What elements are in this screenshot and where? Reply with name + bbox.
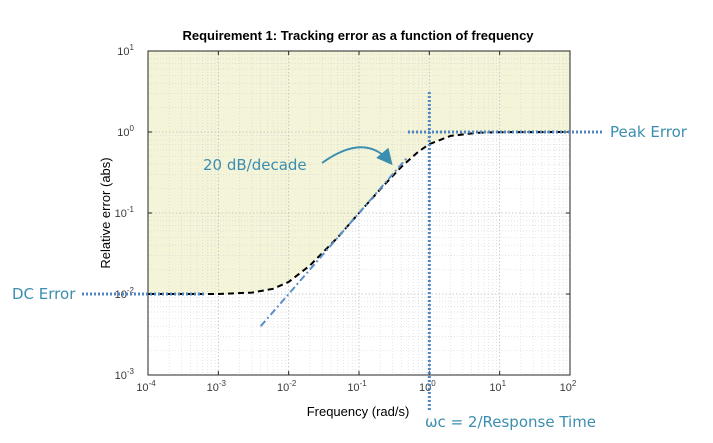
chart-title: Requirement 1: Tracking error as a funct…: [182, 28, 534, 43]
y-tick-label: 101: [117, 43, 134, 58]
y-tick-label: 10-1: [115, 205, 135, 220]
crossover-label: ωc = 2/Response Time: [425, 413, 596, 431]
x-tick-label: 10-2: [277, 379, 297, 394]
dc-error-label: DC Error: [12, 285, 76, 303]
error-curve: [148, 131, 570, 295]
x-tick-label: 101: [489, 379, 506, 394]
y-axis-label: Relative error (abs): [98, 157, 113, 268]
y-tick-label: 10-2: [115, 286, 135, 301]
x-tick-label: 10-1: [347, 379, 367, 394]
y-tick-label: 10-3: [115, 367, 135, 382]
peak-error-label: Peak Error: [610, 123, 688, 141]
y-tick-label: 100: [117, 124, 134, 139]
slope-label: 20 dB/decade: [203, 156, 307, 174]
x-tick-label: 102: [560, 379, 577, 394]
x-tick-label: 10-3: [207, 379, 227, 394]
shaded-region: [148, 51, 570, 294]
x-tick-label: 100: [419, 379, 436, 394]
x-axis-label: Frequency (rad/s): [307, 404, 410, 419]
slope-arrow: [321, 146, 393, 166]
x-tick-label: 10-4: [136, 379, 156, 394]
